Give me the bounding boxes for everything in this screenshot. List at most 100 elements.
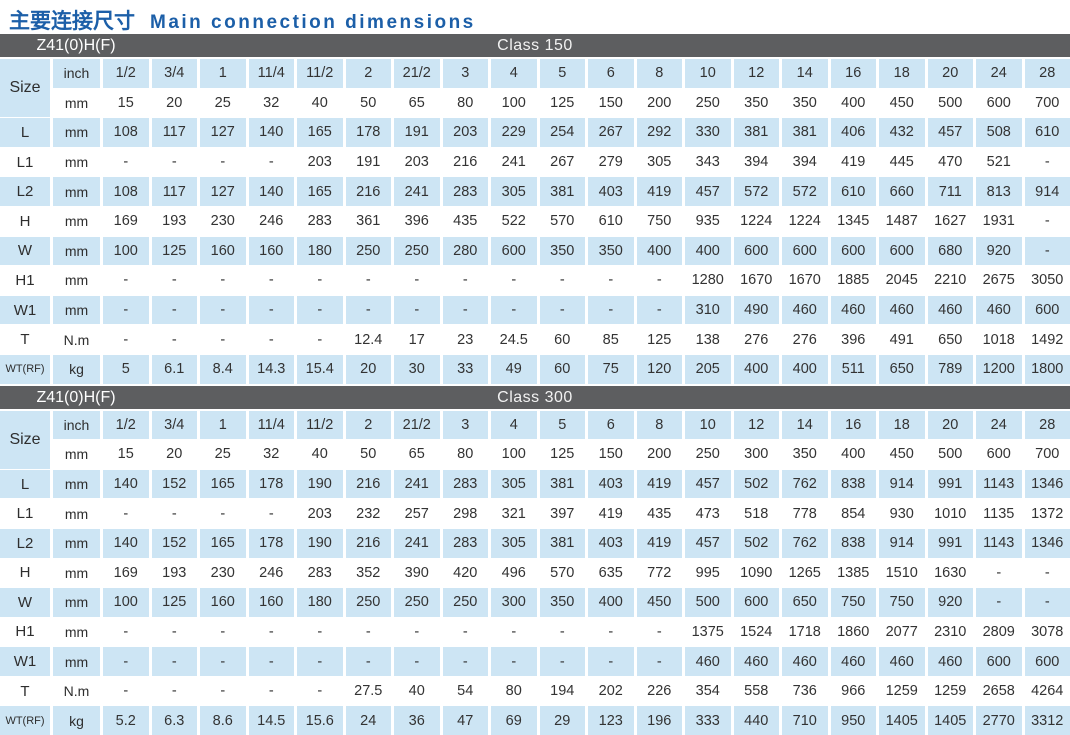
data-cell: 203 xyxy=(307,505,332,522)
size-mm-cell: 700 xyxy=(1035,94,1060,111)
data-cell: 400 xyxy=(782,354,828,384)
row-label: L2 xyxy=(0,177,50,206)
data-cell: 230 xyxy=(210,213,235,230)
data-cell: 283 xyxy=(442,469,488,499)
size-inch-cell: 21/2 xyxy=(394,59,440,88)
data-cell: - xyxy=(220,331,226,348)
data-cell: 772 xyxy=(647,564,672,581)
size-mm-cell: 350 xyxy=(744,94,769,111)
data-cell: 558 xyxy=(744,683,769,700)
data-cell: - xyxy=(268,683,274,700)
data-cell: 140 xyxy=(248,177,294,206)
unit-cell: kg xyxy=(53,354,100,384)
row-label: H xyxy=(19,212,31,230)
data-cell: 232 xyxy=(356,505,381,522)
data-cell: 966 xyxy=(841,683,866,700)
unit-cell: mm xyxy=(64,154,89,171)
data-cell: - xyxy=(248,295,294,325)
data-cell: 778 xyxy=(792,505,817,522)
size-inch-cell: 10 xyxy=(685,410,731,440)
data-cell: 321 xyxy=(501,505,526,522)
size-inch-cell: 1/2 xyxy=(103,59,149,88)
data-cell: 283 xyxy=(307,564,332,581)
data-cell: - xyxy=(462,272,468,289)
data-cell: 29 xyxy=(539,706,585,735)
data-cell: 930 xyxy=(889,505,914,522)
data-cell: 419 xyxy=(598,505,623,522)
data-cell: 298 xyxy=(453,505,478,522)
data-cell: 394 xyxy=(792,154,817,171)
data-cell: 600 xyxy=(491,236,537,266)
size-inch-cell: 8 xyxy=(636,410,682,440)
data-cell: 1224 xyxy=(740,213,773,230)
data-cell: 180 xyxy=(297,236,343,266)
data-cell: 420 xyxy=(453,564,478,581)
size-inch-cell: 4 xyxy=(491,410,537,440)
size-mm-cell: 50 xyxy=(360,446,377,463)
data-cell: - xyxy=(220,505,226,522)
data-cell: 193 xyxy=(162,564,187,581)
data-cell: 178 xyxy=(248,528,294,558)
data-cell: 435 xyxy=(453,213,478,230)
data-cell: 445 xyxy=(889,154,914,171)
title-chinese: 主要连接尺寸 xyxy=(9,10,135,33)
data-cell: 2210 xyxy=(934,272,967,289)
row-label: T xyxy=(20,682,30,700)
data-cell: 600 xyxy=(976,647,1022,676)
data-cell: 30 xyxy=(394,354,440,384)
data-cell: 1385 xyxy=(837,564,870,581)
data-cell: 508 xyxy=(976,118,1022,147)
data-cell: 396 xyxy=(841,331,866,348)
data-cell: 600 xyxy=(733,236,779,266)
data-cell: - xyxy=(559,272,565,289)
size-mm-cell: 125 xyxy=(550,446,575,463)
unit-cell: mm xyxy=(53,177,100,206)
unit-cell: mm xyxy=(64,213,89,230)
data-cell: 60 xyxy=(539,354,585,384)
size-mm-cell: 600 xyxy=(986,446,1011,463)
data-cell: 991 xyxy=(927,469,973,499)
row-label: W1 xyxy=(0,295,50,325)
data-cell: - xyxy=(656,272,662,289)
data-cell: - xyxy=(588,647,634,676)
data-cell: - xyxy=(297,647,343,676)
data-cell: 310 xyxy=(685,295,731,325)
size-inch-cell: 11/2 xyxy=(297,59,343,88)
title-english: Main connection dimensions xyxy=(150,12,476,33)
data-cell: - xyxy=(1024,588,1070,617)
size-mm-cell: 32 xyxy=(263,94,280,111)
size-inch-cell: 8 xyxy=(636,59,682,88)
row-label: L xyxy=(0,118,50,147)
row-label: WT(RF) xyxy=(0,706,50,735)
data-cell: 400 xyxy=(588,588,634,617)
data-cell: 250 xyxy=(345,588,391,617)
data-cell: 190 xyxy=(297,469,343,499)
data-cell: 991 xyxy=(927,528,973,558)
data-cell: 710 xyxy=(782,706,828,735)
data-cell: 1405 xyxy=(879,706,925,735)
size-inch-cell: 10 xyxy=(685,59,731,88)
data-cell: 250 xyxy=(394,588,440,617)
data-cell: 100 xyxy=(103,236,149,266)
data-cell: 3312 xyxy=(1024,706,1070,735)
data-cell: 511 xyxy=(830,354,876,384)
data-cell: 400 xyxy=(733,354,779,384)
data-cell: 450 xyxy=(636,588,682,617)
data-cell: 12.4 xyxy=(354,331,383,348)
data-cell: 125 xyxy=(151,236,197,266)
data-cell: - xyxy=(123,623,129,640)
data-cell: 54 xyxy=(457,683,474,700)
data-cell: - xyxy=(1044,564,1050,581)
data-cell: 160 xyxy=(248,236,294,266)
data-cell: 570 xyxy=(550,213,575,230)
data-cell: 5.2 xyxy=(103,706,149,735)
size-inch-cell: 11/2 xyxy=(297,410,343,440)
data-cell: 333 xyxy=(685,706,731,735)
data-cell: - xyxy=(268,272,274,289)
size-mm-cell: 150 xyxy=(598,94,623,111)
data-cell: 1372 xyxy=(1031,505,1064,522)
data-cell: 496 xyxy=(501,564,526,581)
data-cell: 165 xyxy=(200,528,246,558)
size-inch-cell: 28 xyxy=(1024,59,1070,88)
data-cell: 838 xyxy=(830,528,876,558)
